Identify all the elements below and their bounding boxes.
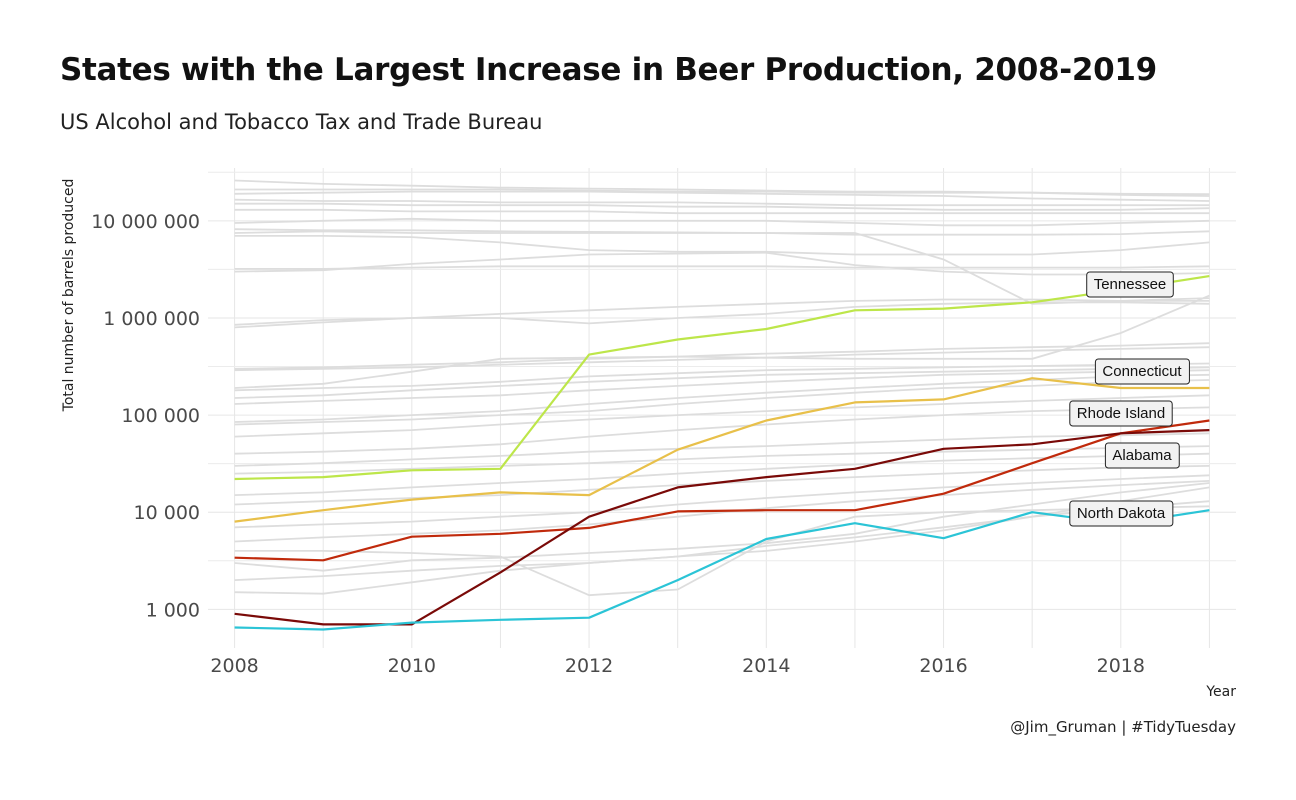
series-line-alabama xyxy=(234,429,1210,626)
y-tick-label: 1 000 000 xyxy=(103,308,200,330)
background-series-line xyxy=(234,301,1210,329)
series-label-text: Rhode Island xyxy=(1077,405,1165,422)
chart-title: States with the Largest Increase in Beer… xyxy=(60,52,1157,88)
series-label-box xyxy=(1094,358,1190,385)
y-tick-label: 10 000 xyxy=(134,502,200,524)
background-series-line xyxy=(234,217,1210,227)
x-tick-label: 2016 xyxy=(919,655,967,677)
y-axis-ticks: 1 000 10 000 100 000 1 000 000 10 000 000 xyxy=(91,211,200,622)
x-tick-label: 2018 xyxy=(1097,655,1145,677)
background-series-line xyxy=(234,406,1210,455)
series-line-rhode-island xyxy=(234,419,1210,562)
background-series-line xyxy=(234,235,1210,256)
background-series-line xyxy=(234,294,1210,389)
series-label-tennessee: Tennessee xyxy=(1086,271,1174,298)
x-tick-label: 2014 xyxy=(742,655,790,677)
background-series-lines xyxy=(234,179,1210,597)
y-tick-label: 100 000 xyxy=(121,405,200,427)
background-series-line xyxy=(234,190,1210,202)
background-series-line xyxy=(234,265,1210,270)
background-series-line xyxy=(234,202,1210,211)
series-label-north-dakota: North Dakota xyxy=(1069,500,1174,527)
x-tick-label: 2012 xyxy=(565,655,613,677)
background-series-line xyxy=(234,480,1210,543)
series-labels: Tennessee Connecticut Rhode Island Alabama N… xyxy=(1069,271,1190,527)
x-tick-label: 2008 xyxy=(210,655,258,677)
series-label-rhode-island: Rhode Island xyxy=(1069,400,1173,427)
series-label-text: Alabama xyxy=(1112,447,1172,464)
y-tick-label: 1 000 xyxy=(146,599,200,621)
highlighted-series-lines xyxy=(234,275,1210,631)
background-series-line xyxy=(234,346,1210,372)
x-tick-label: 2010 xyxy=(388,655,436,677)
series-label-text: Tennessee xyxy=(1094,276,1167,293)
background-series-line xyxy=(234,394,1210,438)
series-line-tennessee xyxy=(234,275,1210,481)
series-line-connecticut xyxy=(234,377,1210,523)
caption: @Jim_Gruman | #TidyTuesday xyxy=(1010,718,1236,736)
series-label-connecticut: Connecticut xyxy=(1094,358,1190,385)
series-label-box xyxy=(1104,442,1180,469)
background-series-line xyxy=(234,230,1210,305)
background-series-line xyxy=(234,342,1210,370)
series-line-north-dakota xyxy=(234,509,1210,631)
chart-subtitle: US Alcohol and Tobacco Tax and Trade Bur… xyxy=(60,110,543,134)
series-label-text: Connecticut xyxy=(1102,363,1182,380)
series-label-alabama: Alabama xyxy=(1104,442,1180,469)
background-series-line xyxy=(234,500,1210,581)
background-series-line xyxy=(234,445,1210,475)
background-series-line xyxy=(234,369,1210,405)
background-series-line xyxy=(234,366,1210,399)
background-series-line xyxy=(234,198,1210,207)
background-series-line xyxy=(234,482,1210,572)
y-axis-label: Total number of barrels produced xyxy=(61,179,77,413)
background-series-line xyxy=(234,188,1210,197)
y-tick-label: 10 000 000 xyxy=(91,211,200,233)
background-series-line xyxy=(234,432,1210,467)
background-series-line xyxy=(234,362,1210,392)
background-series-line xyxy=(234,251,1210,276)
x-axis-label: Year xyxy=(1205,684,1236,700)
series-label-text: North Dakota xyxy=(1077,505,1166,522)
background-series-line xyxy=(234,379,1210,426)
background-series-line xyxy=(234,505,1210,597)
background-series-line xyxy=(234,474,1210,529)
series-label-box xyxy=(1069,400,1173,427)
x-axis-ticks: 2008 2010 2012 2014 2016 2018 xyxy=(210,655,1145,677)
background-series-line xyxy=(234,208,1210,215)
series-label-box xyxy=(1086,271,1174,298)
series-label-box xyxy=(1069,500,1174,527)
